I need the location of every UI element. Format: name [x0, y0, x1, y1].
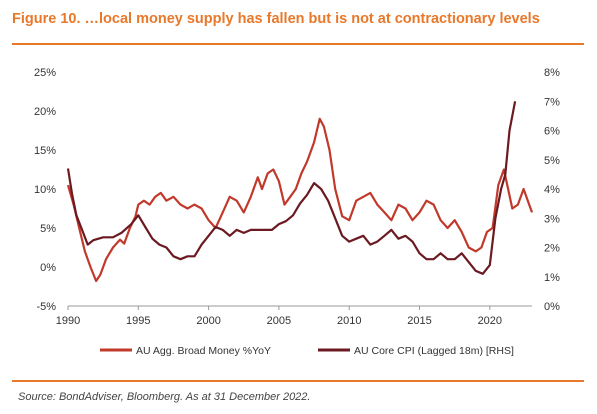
y-tick-label: -5% — [36, 301, 56, 313]
y2-tick-label: 0% — [544, 301, 560, 313]
core-cpi-line — [66, 101, 517, 275]
x-axis: 1990 1995 2000 2005 2010 2015 2020 — [56, 305, 532, 327]
title-rule — [12, 43, 584, 45]
y-tick-label: 20% — [34, 106, 56, 118]
y2-tick-label: 8% — [544, 67, 560, 79]
y-tick-label: 25% — [34, 67, 56, 79]
source-rule — [12, 380, 584, 382]
figure-title: Figure 10. …local money supply has falle… — [12, 11, 540, 27]
x-tick-label: 1990 — [56, 315, 80, 327]
x-tick-label: 2005 — [267, 315, 291, 327]
y-tick-label: 5% — [40, 223, 56, 235]
left-axis: -5% 0% 5% 10% 15% 20% 25% — [34, 67, 56, 313]
x-tick-label: 2000 — [196, 315, 220, 327]
y2-tick-label: 3% — [544, 213, 560, 225]
y2-tick-label: 7% — [544, 96, 560, 108]
legend-item-broad-money: AU Agg. Broad Money %YoY — [100, 345, 271, 357]
x-tick-label: 2010 — [337, 315, 361, 327]
x-tick-label: 1995 — [126, 315, 150, 327]
y-tick-label: 0% — [40, 262, 56, 274]
legend-label: AU Agg. Broad Money %YoY — [136, 345, 271, 357]
y2-tick-label: 2% — [544, 243, 560, 255]
legend-item-core-cpi: AU Core CPI (Lagged 18m) [RHS] — [318, 345, 514, 357]
series-layer — [66, 101, 534, 283]
legend-label: AU Core CPI (Lagged 18m) [RHS] — [354, 345, 514, 357]
y2-tick-label: 5% — [544, 155, 560, 167]
source-note: Source: BondAdviser, Bloomberg. As at 31… — [18, 391, 311, 403]
broad-money-line — [66, 117, 534, 283]
y-tick-label: 15% — [34, 145, 56, 157]
line-chart: -5% 0% 5% 10% 15% 20% 25% 0% 1% 2% 3% 4% 5% 6% 7% 8% 1… — [34, 67, 560, 357]
right-axis: 0% 1% 2% 3% 4% 5% 6% 7% 8% — [544, 67, 560, 313]
x-tick-label: 2015 — [407, 315, 431, 327]
y-tick-label: 10% — [34, 184, 56, 196]
y2-tick-label: 6% — [544, 126, 560, 138]
x-tick-label: 2020 — [478, 315, 502, 327]
y2-tick-label: 4% — [544, 184, 560, 196]
legend: AU Agg. Broad Money %YoY AU Core CPI (Lag… — [100, 345, 514, 357]
y2-tick-label: 1% — [544, 272, 560, 284]
